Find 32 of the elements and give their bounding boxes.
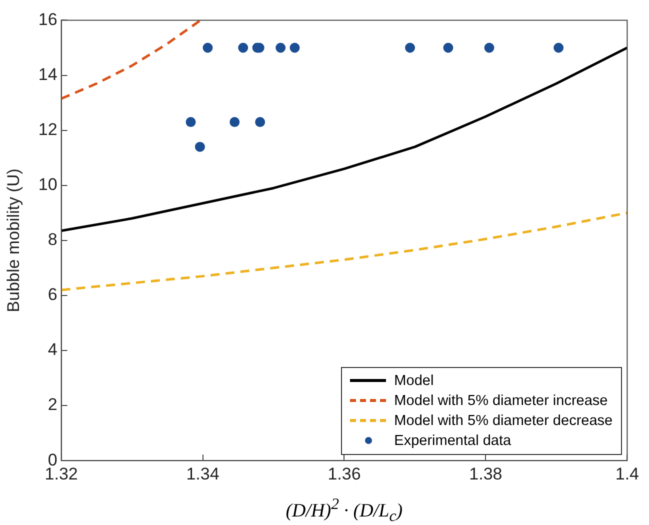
legend-label: Model	[394, 372, 434, 389]
point	[290, 42, 300, 53]
point	[194, 142, 205, 152]
point	[255, 117, 266, 128]
point	[230, 117, 240, 128]
y-tick-label: 4	[48, 340, 58, 360]
point	[443, 42, 454, 53]
y-tick-label: 6	[48, 285, 58, 304]
legend-label: Model with 5% diameter increase	[394, 392, 608, 409]
x-tick-label: 1.34	[186, 464, 220, 484]
y-tick-label: 14	[38, 64, 58, 84]
point	[405, 42, 416, 53]
y-tick-label: 16	[38, 10, 58, 29]
point	[484, 42, 494, 53]
x-tick-label: 1.38	[469, 464, 502, 484]
y-tick-label: 12	[38, 120, 58, 139]
y-axis-title: Bubble mobility (U)	[4, 168, 23, 312]
point	[276, 42, 286, 53]
point	[554, 42, 564, 53]
x-tick-label: 1.36	[328, 464, 361, 484]
line-series	[61, 20, 202, 100]
x-axis-title: (D/H)$^{2}$ · (D/L$_{c}$)	[286, 496, 403, 525]
legend-label: Experimental data	[394, 432, 512, 449]
point	[238, 42, 248, 53]
y-tick-label: 2	[48, 395, 58, 414]
x-tick-label: 1.4	[615, 464, 640, 484]
line-series	[61, 212, 628, 292]
y-tick-label: 10	[38, 175, 58, 194]
y-tick-label: 8	[48, 230, 58, 250]
legend-label: Model with 5% diameter decrease	[394, 412, 613, 429]
point	[186, 117, 196, 128]
point	[202, 42, 213, 53]
